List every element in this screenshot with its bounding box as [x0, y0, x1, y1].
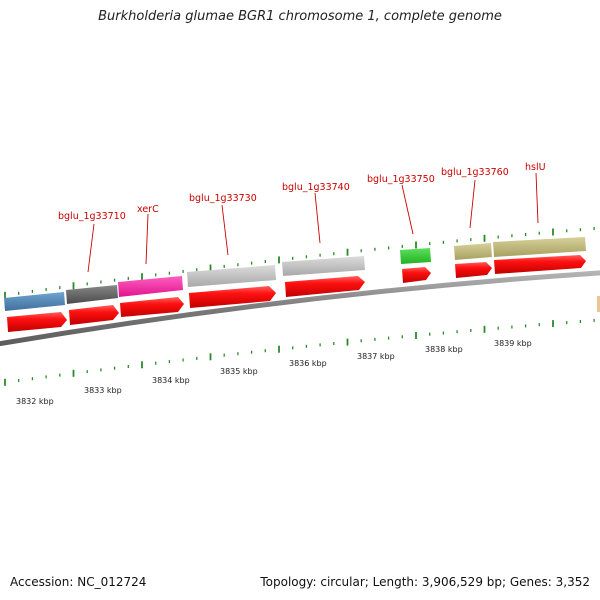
cds-arrow[interactable]	[494, 255, 586, 274]
gene-bar-blue[interactable]	[4, 292, 65, 311]
cds-track	[7, 255, 586, 332]
outer-tick-row	[4, 227, 595, 299]
gene-bar-xerC[interactable]	[118, 276, 183, 297]
genome-backbone	[0, 270, 600, 347]
kbp-scale: 3832 kbp 3833 kbp 3834 kbp 3835 kbp 3836…	[16, 339, 532, 406]
gene-bar-dark[interactable]	[66, 285, 118, 304]
kbp-label: 3834 kbp	[152, 376, 190, 385]
cds-arrow[interactable]	[7, 312, 67, 332]
gene-label-bglu-1g33730[interactable]: bglu_1g33730	[189, 193, 257, 204]
cds-arrow[interactable]	[120, 297, 184, 317]
kbp-label: 3835 kbp	[220, 367, 258, 376]
gene-label-bglu-1g33750[interactable]: bglu_1g33750	[367, 174, 435, 185]
gene-label-xerC[interactable]: xerC	[137, 204, 159, 215]
gene-track	[4, 237, 586, 311]
genome-summary-text: Topology: circular; Length: 3,906,529 bp…	[260, 575, 590, 589]
gene-labels: bglu_1g33710 xerC bglu_1g33730 bglu_1g33…	[58, 162, 546, 222]
kbp-label: 3833 kbp	[84, 386, 122, 395]
cds-arrow[interactable]	[189, 286, 276, 308]
cds-arrow[interactable]	[69, 305, 119, 325]
cds-arrow[interactable]	[402, 267, 431, 283]
gene-bar-bglu-1g33730[interactable]	[187, 265, 276, 287]
kbp-label: 3837 kbp	[357, 352, 395, 361]
kbp-label: 3839 kbp	[494, 339, 532, 348]
gene-label-bglu-1g33740[interactable]: bglu_1g33740	[282, 182, 350, 193]
gene-label-hslU[interactable]: hslU	[525, 162, 546, 173]
kbp-label: 3836 kbp	[289, 359, 327, 368]
accession-text: Accession: NC_012724	[10, 575, 147, 589]
map-title: Burkholderia glumae BGR1 chromosome 1, c…	[98, 9, 502, 24]
kbp-label: 3838 kbp	[425, 345, 463, 354]
gene-bar-hslU[interactable]	[493, 237, 586, 257]
gene-label-bglu-1g33710[interactable]: bglu_1g33710	[58, 211, 126, 222]
gene-bar-bglu-1g33750[interactable]	[400, 248, 431, 264]
label-leaders	[87, 172, 539, 273]
gene-bar-bglu-1g33740[interactable]	[282, 256, 365, 276]
cds-arrow[interactable]	[285, 276, 365, 297]
kbp-label: 3832 kbp	[16, 397, 54, 406]
edge-marker	[597, 296, 600, 312]
cds-arrow[interactable]	[455, 262, 492, 278]
gene-bar-bglu-1g33760[interactable]	[454, 243, 492, 260]
inner-tick-row	[4, 318, 595, 386]
gene-label-bglu-1g33760[interactable]: bglu_1g33760	[441, 167, 509, 178]
